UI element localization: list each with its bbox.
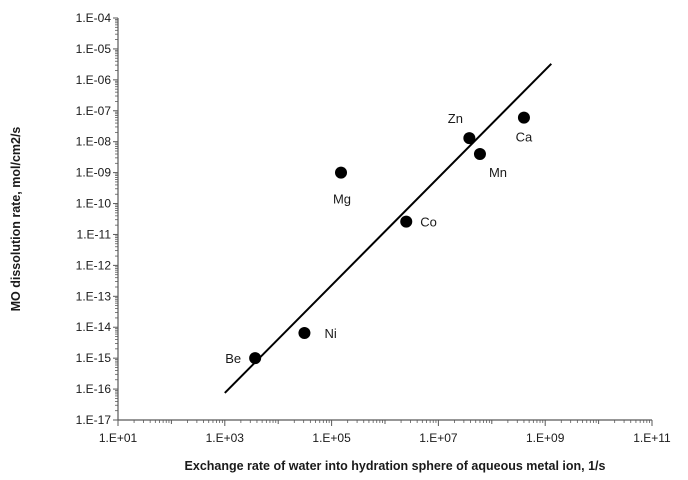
data-point-zn	[463, 132, 476, 145]
y-tick-label: 1.E-05	[76, 42, 112, 56]
data-point-ni	[298, 327, 311, 340]
y-tick-label: 1.E-13	[76, 289, 112, 303]
point-label-co: Co	[420, 215, 437, 230]
data-points	[249, 111, 530, 365]
y-tick-label: 1.E-17	[76, 413, 112, 427]
y-tick-label: 1.E-06	[76, 73, 112, 87]
point-label-mn: Mn	[489, 165, 507, 180]
x-tick-label: 1.E+05	[312, 431, 351, 445]
x-tick-label: 1.E+01	[99, 431, 138, 445]
point-label-be: Be	[225, 351, 241, 366]
data-point-mn	[473, 147, 486, 160]
point-label-ca: Ca	[516, 130, 533, 145]
y-tick-label: 1.E-14	[76, 320, 112, 334]
y-axis-title: MO dissolution rate, mol/cm2/s	[9, 127, 23, 312]
x-tick-labels: 1.E+01 1.E+03 1.E+05 1.E+07 1.E+09 1.E+11	[99, 431, 671, 445]
x-tick-label: 1.E+11	[633, 431, 671, 445]
data-point-co	[400, 215, 413, 228]
y-tick-label: 1.E-15	[76, 351, 112, 365]
data-point-ca	[517, 111, 530, 124]
data-point-labels: Be Ni Mg Co Zn Mn Ca	[225, 111, 533, 366]
y-tick-label: 1.E-11	[77, 227, 112, 241]
y-tick-label: 1.E-10	[76, 197, 112, 211]
point-label-zn: Zn	[448, 111, 463, 126]
x-tick-label: 1.E+07	[419, 431, 458, 445]
x-axis-title: Exchange rate of water into hydration sp…	[185, 459, 606, 473]
y-tick-labels: 1.E-17 1.E-16 1.E-15 1.E-14 1.E-13 1.E-12 1.E-…	[76, 11, 112, 427]
y-tick-label: 1.E-04	[76, 11, 112, 25]
y-tick-label: 1.E-07	[76, 104, 112, 118]
y-tick-label: 1.E-08	[76, 135, 112, 149]
y-tick-label: 1.E-16	[76, 382, 112, 396]
x-tick-label: 1.E+03	[206, 431, 245, 445]
axis-ticks	[113, 17, 653, 426]
data-point-be	[249, 352, 262, 365]
y-tick-label: 1.E-12	[76, 258, 112, 272]
x-tick-label: 1.E+09	[526, 431, 565, 445]
axes	[117, 18, 652, 421]
point-label-ni: Ni	[324, 326, 336, 341]
data-point-mg	[335, 166, 348, 179]
y-tick-label: 1.E-09	[76, 166, 112, 180]
point-label-mg: Mg	[333, 192, 351, 207]
trend-line	[224, 63, 552, 394]
